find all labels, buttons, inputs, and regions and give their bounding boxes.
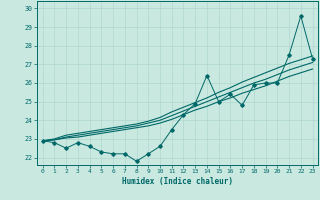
X-axis label: Humidex (Indice chaleur): Humidex (Indice chaleur) <box>122 177 233 186</box>
